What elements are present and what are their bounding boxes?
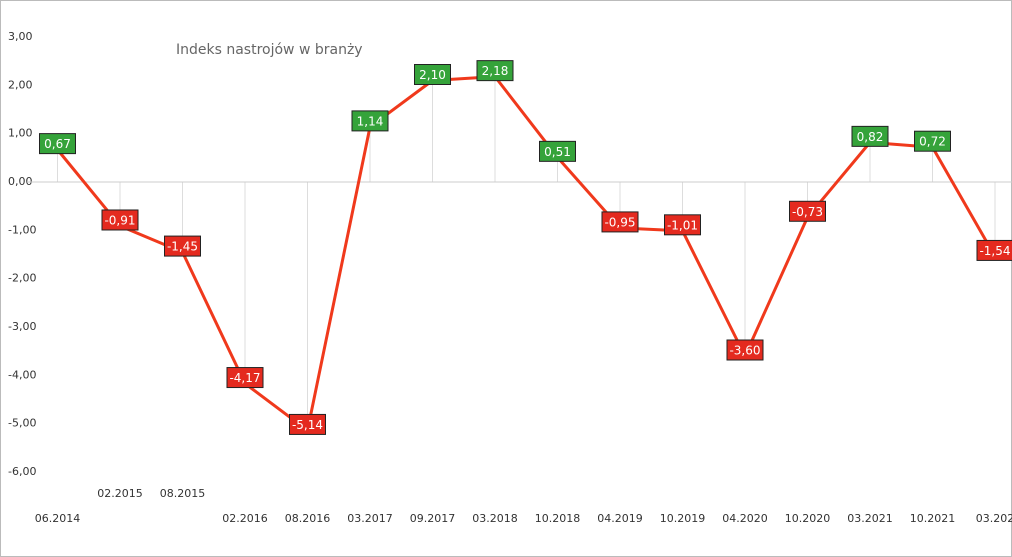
data-label-box: [976, 239, 1012, 261]
data-label: 0,67: [44, 137, 71, 151]
data-label-box: [414, 64, 451, 85]
data-label-box: [601, 211, 639, 233]
data-label-box: [39, 133, 76, 155]
x-tick-label: 04.2020: [722, 512, 768, 525]
y-tick-label: 0,00: [8, 175, 33, 188]
data-label: -4,17: [229, 371, 260, 385]
x-tick-label: 02.2016: [222, 512, 268, 525]
data-label: -0,73: [792, 205, 823, 219]
data-label-box: [164, 235, 201, 257]
data-label: 1,14: [357, 114, 384, 128]
data-label-box: [914, 130, 951, 152]
data-label-box: [851, 125, 889, 147]
y-tick-label: -3,00: [8, 320, 36, 333]
x-tick-label: 06.2014: [35, 512, 81, 525]
x-tick-label: 03.2018: [472, 512, 518, 525]
data-label: -1,45: [167, 240, 198, 254]
x-tick-label: 10.2021: [910, 512, 956, 525]
x-tick-label: 04.2019: [597, 512, 643, 525]
data-label: -0,95: [604, 215, 635, 229]
series-line: [56, 75, 997, 432]
data-label-box: [101, 209, 139, 231]
y-tick-label: -2,00: [8, 272, 36, 285]
data-label-box: [351, 110, 389, 132]
x-tick-label: 03.2021: [847, 512, 893, 525]
x-tick-label: 03.202: [976, 512, 1012, 525]
data-label: 2,10: [419, 68, 446, 82]
data-label: -1,01: [667, 218, 698, 232]
chart-title: Indeks nastrojów w branży: [176, 42, 363, 58]
data-label-box: [789, 200, 826, 222]
data-label: -5,14: [292, 418, 323, 432]
y-tick-label: 1,00: [8, 127, 33, 140]
data-label: -1,54: [979, 244, 1010, 258]
data-label: -0,91: [104, 213, 135, 227]
data-label: -3,60: [729, 344, 760, 358]
x-tick-label: 10.2020: [785, 512, 831, 525]
y-tick-label: -5,00: [8, 417, 36, 430]
x-tick-label: 08.2015: [160, 487, 206, 500]
data-label-box: [539, 140, 576, 162]
x-tick-label: 08.2016: [285, 512, 331, 525]
y-tick-label: 2,00: [8, 78, 33, 91]
data-label-box: [476, 60, 514, 82]
data-label-box: [226, 367, 264, 389]
data-label: 2,18: [482, 64, 509, 78]
data-label-box: [289, 413, 326, 435]
y-tick-label: 3,00: [8, 30, 33, 43]
data-label-box: [664, 214, 701, 236]
x-tick-label: 10.2018: [535, 512, 581, 525]
y-tick-label: -4,00: [8, 368, 36, 381]
data-label-box: [726, 339, 764, 361]
x-tick-label: 03.2017: [347, 512, 393, 525]
y-tick-label: -6,00: [8, 465, 36, 478]
data-label: 0,82: [857, 130, 884, 144]
data-label: 0,51: [544, 145, 571, 159]
x-tick-label: 10.2019: [660, 512, 706, 525]
x-tick-label: 09.2017: [410, 512, 456, 525]
y-tick-label: -1,00: [8, 223, 36, 236]
x-tick-label: 02.2015: [97, 487, 143, 500]
data-label: 0,72: [919, 135, 946, 149]
